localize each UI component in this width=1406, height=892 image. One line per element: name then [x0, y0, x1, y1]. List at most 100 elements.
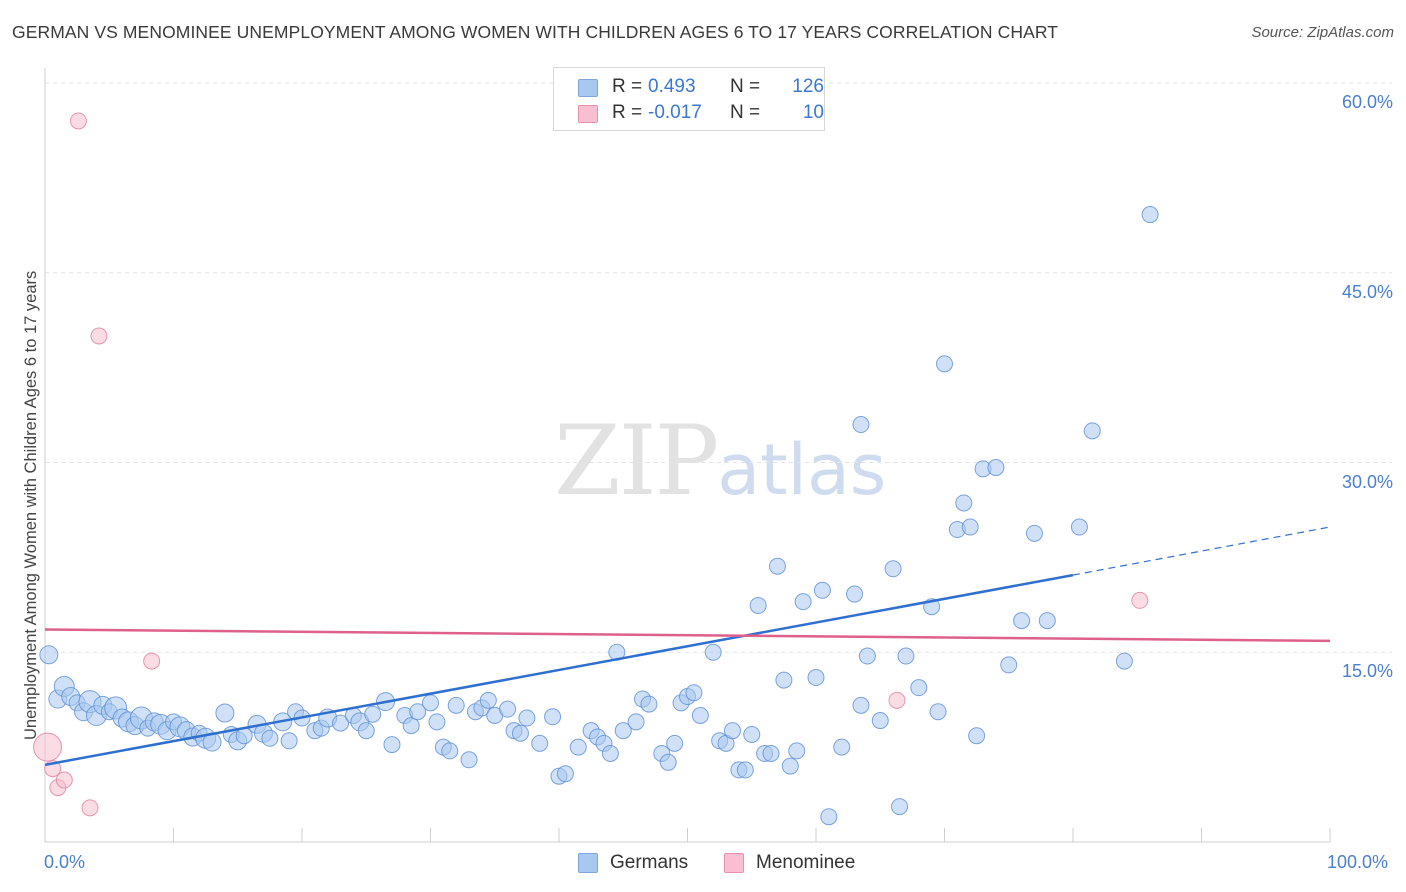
germans-point [659, 753, 677, 771]
germans-point [666, 734, 684, 752]
germans-point [820, 808, 838, 826]
germans-point [383, 736, 401, 754]
germans-point [833, 738, 851, 756]
germans-point [409, 703, 427, 721]
germans-point [685, 684, 703, 702]
germans-point [736, 761, 754, 779]
germans-point [332, 714, 350, 732]
legend-r-value: 0.493 [648, 76, 696, 97]
watermark-zip: ZIP [554, 405, 719, 517]
germans-point [987, 459, 1005, 477]
x-tick-label-max: 100.0% [1327, 852, 1389, 872]
germans-point [813, 581, 831, 599]
germans-point [422, 694, 439, 712]
germans-point [1070, 518, 1088, 536]
zipatlas-watermark: ZIPatlas [554, 405, 886, 517]
germans-point [261, 729, 279, 747]
germans-point [1141, 206, 1159, 224]
y-tick-label: 60.0% [1341, 92, 1393, 112]
legend-n-label: N = [730, 76, 761, 97]
germans-point [775, 671, 793, 689]
germans-point [781, 757, 799, 775]
germans-point [743, 725, 761, 743]
germans-point [428, 713, 446, 731]
germans-point [640, 695, 658, 713]
germans-point [897, 647, 915, 665]
menominee-point [90, 327, 108, 345]
germans-point [569, 738, 587, 756]
germans-point [762, 744, 780, 762]
germans-point [1000, 656, 1018, 674]
germans-point [929, 703, 947, 721]
legend-n-label: N = [730, 102, 761, 123]
legend-r-value: -0.017 [648, 102, 702, 123]
germans-point [531, 734, 549, 752]
germans-point [215, 703, 235, 723]
germans-point [1038, 612, 1056, 630]
correlation-legend: R = 0.493 N = 126 R = -0.017 N = 10 [553, 67, 825, 131]
legend-swatch-menominee [578, 105, 598, 123]
germans-point [460, 751, 478, 769]
germans-point [884, 560, 902, 578]
germans-point [39, 645, 59, 665]
germans-point [1115, 652, 1133, 670]
germans-point [723, 722, 741, 740]
germans-point [357, 722, 375, 740]
legend-r-label: R = [612, 76, 643, 97]
legend-swatch-germans [578, 853, 598, 873]
menominee-point [69, 112, 87, 130]
germans-point [871, 712, 889, 730]
germans-point [910, 679, 928, 697]
menominee-trendline [44, 628, 1331, 643]
germans-point [1083, 422, 1101, 440]
germans-point [614, 722, 632, 740]
germans-trendline-extension [1072, 526, 1331, 576]
menominee-point [55, 771, 73, 789]
menominee-point [888, 691, 906, 709]
germans-point [852, 416, 870, 434]
menominee-point [81, 799, 99, 817]
germans-point [601, 744, 619, 762]
germans-point [447, 696, 465, 714]
legend-swatch-menominee [724, 853, 744, 873]
y-tick-label: 45.0% [1341, 281, 1393, 302]
germans-point [280, 732, 298, 750]
source-credit: Source: ZipAtlas.com [1251, 24, 1394, 41]
germans-trendline [44, 573, 1074, 767]
germans-point [858, 647, 876, 665]
legend-label-menominee: Menominee [756, 852, 856, 873]
germans-point [846, 585, 864, 603]
germans-point [441, 742, 459, 760]
chart-title: GERMAN VS MENOMINEE UNEMPLOYMENT AMONG W… [12, 22, 1059, 42]
germans-point [749, 596, 767, 614]
germans-point [499, 700, 517, 718]
germans-point [794, 593, 812, 611]
watermark-atlas: atlas [717, 429, 887, 511]
y-axis-label: Unemployment Among Women with Children A… [22, 270, 40, 740]
menominee-point [143, 652, 161, 670]
legend-label-germans: Germans [610, 852, 689, 873]
menominee-point [33, 732, 63, 762]
germans-point [936, 355, 953, 373]
germans-point [704, 643, 722, 661]
x-tick-label-min: 0.0% [44, 852, 86, 872]
menominee-point [1131, 591, 1149, 609]
germans-point [627, 713, 645, 731]
y-tick-label: 15.0% [1341, 661, 1393, 682]
germans-point [891, 798, 909, 816]
germans-point [807, 669, 825, 687]
germans-point [1013, 612, 1031, 630]
germans-point [518, 709, 536, 727]
germans-point [1025, 524, 1043, 542]
germans-point [961, 518, 979, 536]
legend-n-value: 10 [802, 102, 824, 123]
germans-point [852, 696, 870, 714]
legend-r-label: R = [612, 102, 643, 123]
germans-point [768, 557, 786, 575]
germans-point [364, 705, 382, 723]
germans-point [556, 765, 574, 783]
germans-point [955, 494, 973, 512]
legend-n-value: 126 [792, 76, 824, 97]
germans-point [479, 691, 497, 709]
